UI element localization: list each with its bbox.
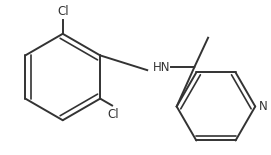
Text: HN: HN: [153, 61, 171, 74]
Text: Cl: Cl: [107, 108, 119, 121]
Text: Cl: Cl: [57, 5, 69, 18]
Text: N: N: [259, 100, 268, 113]
